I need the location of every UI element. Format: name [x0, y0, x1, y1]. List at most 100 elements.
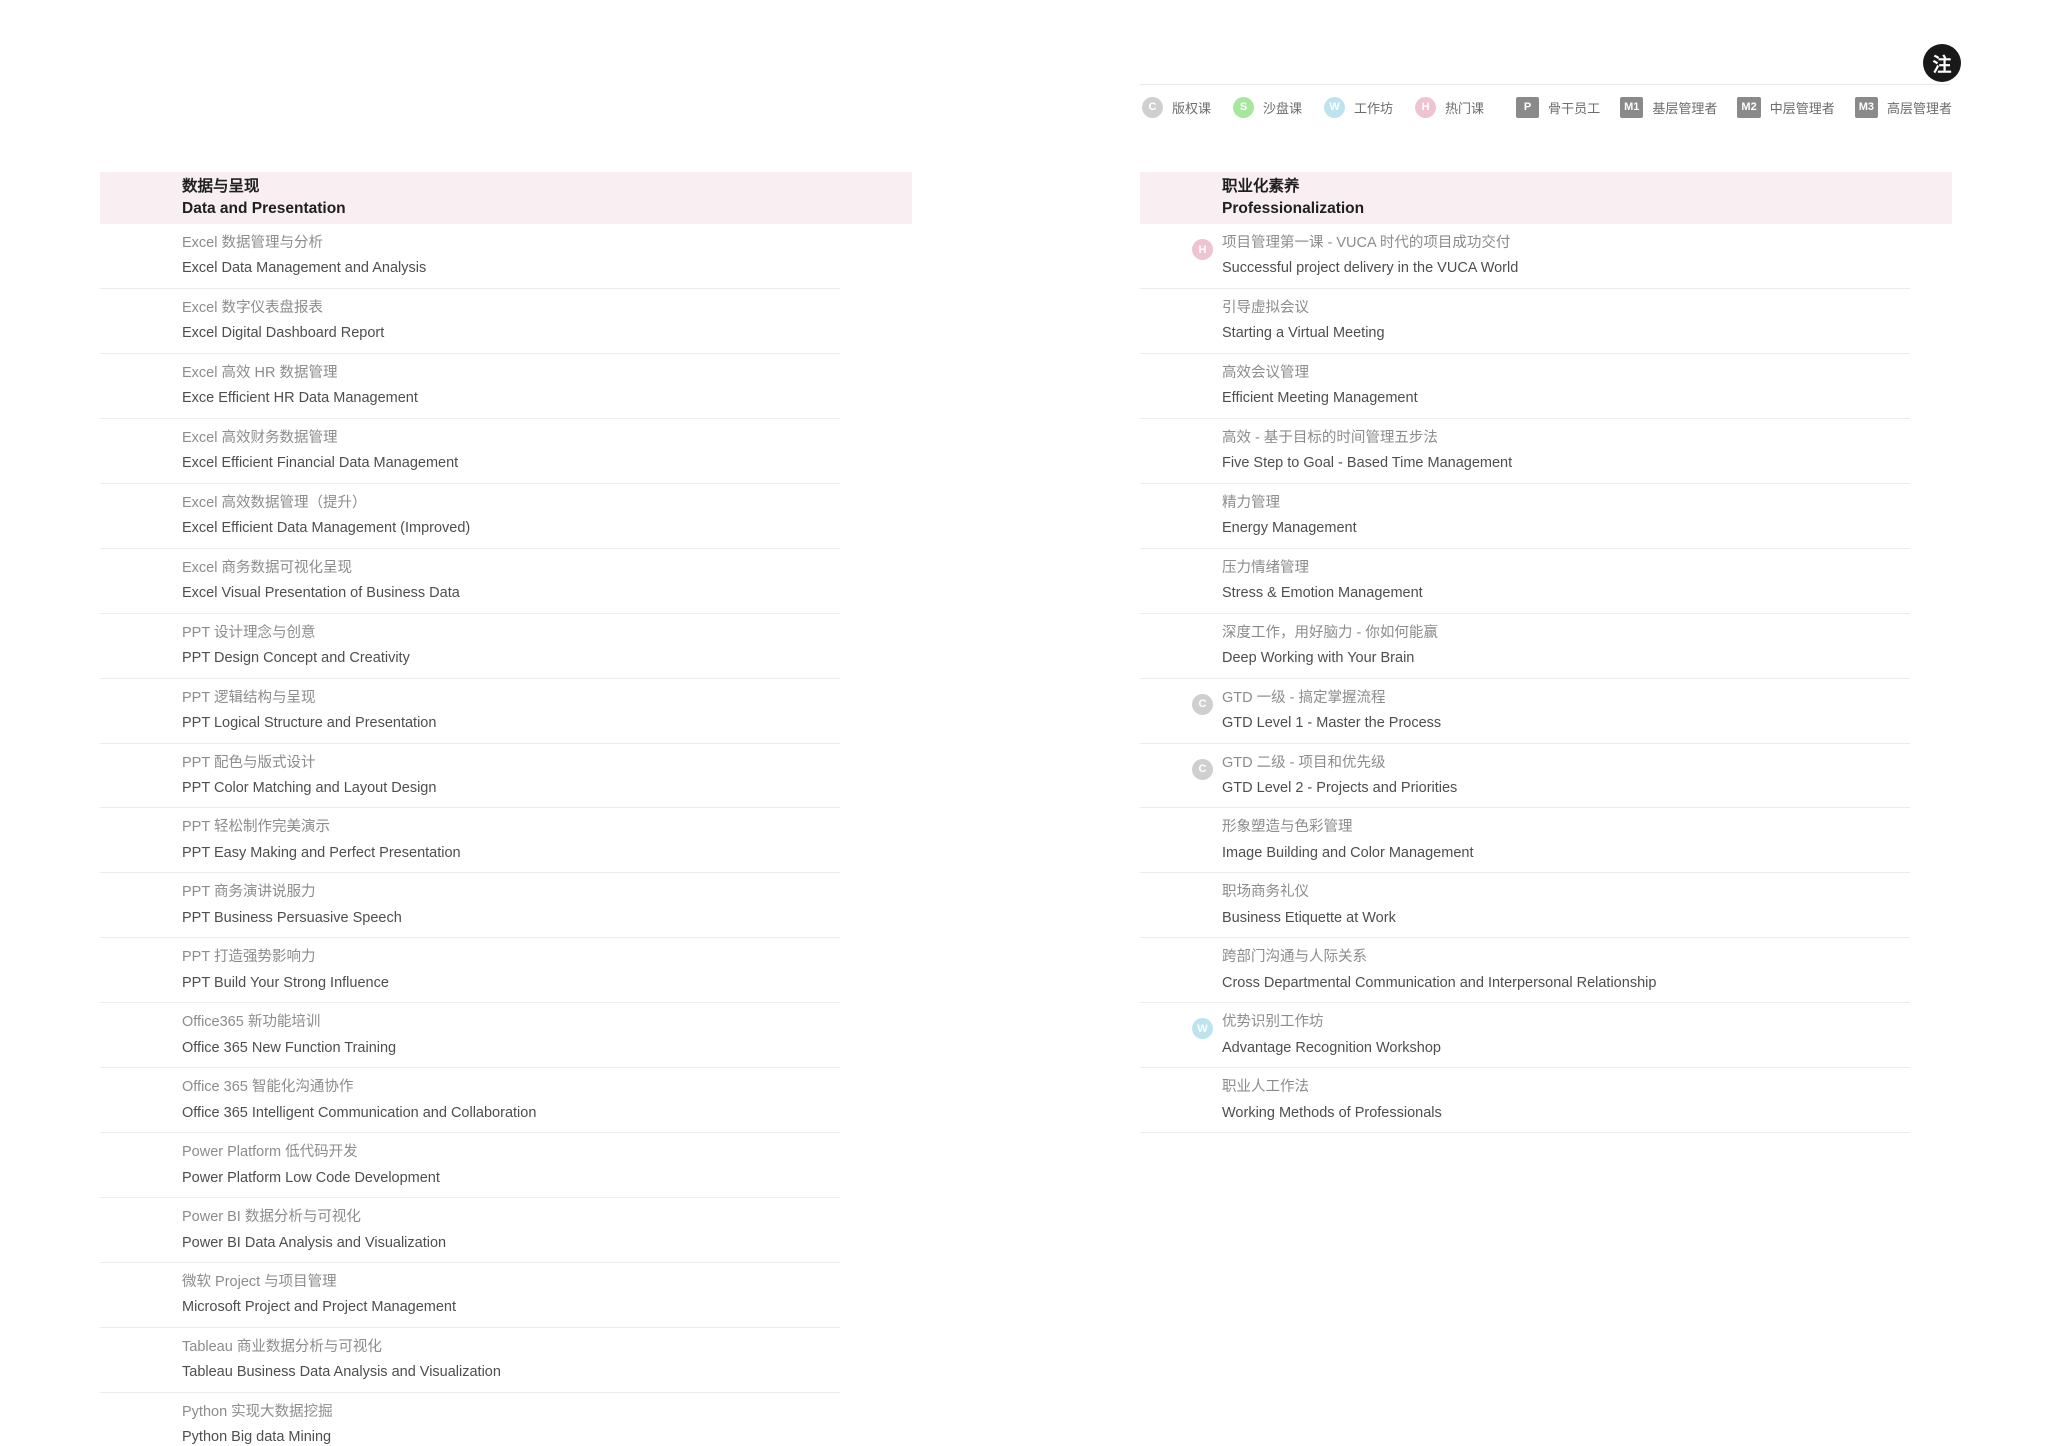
course-title-en: GTD Level 2 - Projects and Priorities [1222, 779, 1458, 796]
course-row[interactable]: Excel 数据管理与分析 Excel Data Management and A… [100, 224, 840, 289]
course-row[interactable]: PPT 商务演讲说服力 PPT Business Persuasive Speec… [100, 873, 840, 939]
course-row[interactable]: 职业人工作法 Working Methods of Professionals [1140, 1068, 1910, 1134]
course-title-cn: Excel 高效数据管理（提升） [182, 494, 367, 511]
course-row[interactable]: Office 365 智能化沟通协作 Office 365 Intelligent… [100, 1068, 840, 1134]
legend-item-label: 中层管理者 [1769, 100, 1835, 116]
course-badge-h-icon: H [1192, 239, 1213, 260]
course-title-cn: 形象塑造与色彩管理 [1222, 819, 1353, 836]
course-title-cn: GTD 二级 - 项目和优先级 [1222, 754, 1386, 771]
course-text: Excel 高效 HR 数据管理 Exce Efficient HR Data M… [100, 354, 418, 418]
course-title-cn: 引导虚拟会议 [1222, 299, 1309, 316]
course-badge-slot: W [1192, 1018, 1214, 1040]
course-title-en: Business Etiquette at Work [1222, 909, 1396, 926]
legend-item-label: 骨干员工 [1548, 100, 1601, 116]
course-row[interactable]: 压力情绪管理 Stress & Emotion Management [1140, 549, 1910, 614]
course-row[interactable]: 形象塑造与色彩管理 Image Building and Color Manage… [1140, 808, 1910, 874]
course-row[interactable]: Tableau 商业数据分析与可视化 Tableau Business Data … [100, 1328, 840, 1393]
course-row[interactable]: Excel 数字仪表盘报表 Excel Digital Dashboard Rep… [100, 289, 840, 354]
course-row[interactable]: 跨部门沟通与人际关系 Cross Departmental Communicati… [1140, 938, 1910, 1004]
course-badge-slot [152, 1408, 174, 1430]
course-row[interactable]: PPT 轻松制作完美演示 PPT Easy Making and Perfect … [100, 808, 840, 874]
course-title-cn: 压力情绪管理 [1222, 559, 1309, 576]
course-title-en: Deep Working with Your Brain [1222, 650, 1415, 667]
course-row[interactable]: 职场商务礼仪 Business Etiquette at Work [1140, 873, 1910, 939]
course-row[interactable]: 高效 - 基于目标的时间管理五步法 Five Step to Goal - Bas… [1140, 419, 1910, 484]
course-title-cn: PPT 设计理念与创意 [182, 624, 316, 641]
course-badge-slot [1192, 629, 1214, 651]
course-title-cn: 精力管理 [1222, 494, 1280, 511]
course-row[interactable]: Office365 新功能培训 Office 365 New Function T… [100, 1003, 840, 1069]
course-row[interactable]: Excel 高效财务数据管理 Excel Efficient Financial … [100, 419, 840, 484]
course-badge-slot: H [1192, 239, 1214, 261]
legend-item-h: H 热门课 [1415, 96, 1484, 118]
course-title-en: PPT Easy Making and Perfect Presentation [182, 844, 461, 861]
course-badge-slot [1192, 953, 1214, 975]
course-title-en: Five Step to Goal - Based Time Managemen… [1222, 455, 1513, 472]
course-title-cn: Excel 商务数据可视化呈现 [182, 559, 352, 576]
course-title-cn: Excel 高效财务数据管理 [182, 429, 338, 446]
legend-badge-s-icon: S [1233, 96, 1255, 118]
course-title-cn: 深度工作，用好脑力 - 你如何能赢 [1222, 624, 1438, 641]
course-title-cn: Power Platform 低代码开发 [182, 1144, 358, 1161]
course-row[interactable]: Excel 高效数据管理（提升） Excel Efficient Data Man… [100, 484, 840, 549]
course-text: Office365 新功能培训 Office 365 New Function T… [100, 1003, 396, 1067]
course-text: Excel 高效财务数据管理 Excel Efficient Financial … [100, 419, 458, 483]
course-badge-slot [152, 823, 174, 845]
course-row[interactable]: Python 实现大数据挖掘 Python Big data Mining [100, 1393, 840, 1446]
course-row[interactable]: C GTD 一级 - 搞定掌握流程 GTD Level 1 - Master the… [1140, 679, 1910, 744]
course-badge-slot [152, 1148, 174, 1170]
legend: C 版权课 S 沙盘课 W 工作坊 H 热门课 P 骨干员工 M1 基层管理者 M2 中层管理者 M3 高层… [1142, 92, 1952, 122]
column-professionalization: 职业化素养 Professionalization H 项目管理第一课 - VUC… [1140, 172, 1952, 1134]
course-title-en: Excel Data Management and Analysis [182, 260, 427, 277]
course-title-en: PPT Color Matching and Layout Design [182, 779, 437, 796]
course-title-cn: 高效 - 基于目标的时间管理五步法 [1222, 429, 1438, 446]
course-title-en: Microsoft Project and Project Management [182, 1299, 457, 1316]
course-badge-slot [152, 304, 174, 326]
course-title-cn: Excel 高效 HR 数据管理 [182, 364, 338, 381]
legend-item-label: 版权课 [1172, 100, 1212, 116]
course-badge-slot [152, 1213, 174, 1235]
course-title-en: Excel Digital Dashboard Report [182, 325, 385, 342]
course-title-en: Advantage Recognition Workshop [1222, 1039, 1441, 1056]
course-badge-slot [152, 1018, 174, 1040]
column-header: 职业化素养 Professionalization [1140, 172, 1952, 224]
note-badge[interactable]: 注 [1923, 44, 1961, 82]
course-title-en: Energy Management [1222, 520, 1357, 537]
course-row[interactable]: 微软 Project 与项目管理 Microsoft Project and Pr… [100, 1263, 840, 1328]
course-row[interactable]: Excel 高效 HR 数据管理 Exce Efficient HR Data M… [100, 354, 840, 419]
course-row[interactable]: H 项目管理第一课 - VUCA 时代的项目成功交付 Successful proj… [1140, 224, 1910, 289]
course-row[interactable]: 深度工作，用好脑力 - 你如何能赢 Deep Working with Your … [1140, 614, 1910, 679]
course-title-cn: Tableau 商业数据分析与可视化 [182, 1338, 382, 1355]
course-title-cn: PPT 商务演讲说服力 [182, 884, 316, 901]
course-text: Excel 数字仪表盘报表 Excel Digital Dashboard Rep… [100, 289, 384, 353]
course-title-en: PPT Build Your Strong Influence [182, 974, 389, 991]
course-badge-slot [1192, 304, 1214, 326]
course-row[interactable]: Power Platform 低代码开发 Power Platform Low C… [100, 1133, 840, 1199]
legend-item-w: W 工作坊 [1324, 96, 1393, 118]
course-row[interactable]: PPT 配色与版式设计 PPT Color Matching and Layout… [100, 744, 840, 809]
column-header-title-en: Professionalization [1222, 200, 1365, 217]
course-row[interactable]: PPT 设计理念与创意 PPT Design Concept and Creati… [100, 614, 840, 679]
course-row[interactable]: W 优势识别工作坊 Advantage Recognition Workshop [1140, 1003, 1910, 1069]
course-title-cn: Excel 数字仪表盘报表 [182, 299, 323, 316]
legend-item-label: 沙盘课 [1263, 100, 1303, 116]
course-row[interactable]: 引导虚拟会议 Starting a Virtual Meeting [1140, 289, 1910, 354]
legend-item-s: S 沙盘课 [1233, 96, 1303, 118]
course-row[interactable]: Power BI 数据分析与可视化 Power BI Data Analysis … [100, 1198, 840, 1263]
legend-badge-m2-icon: M2 [1737, 96, 1761, 118]
course-row[interactable]: C GTD 二级 - 项目和优先级 GTD Level 2 - Projects a… [1140, 744, 1910, 809]
course-row[interactable]: PPT 打造强势影响力 PPT Build Your Strong Influen… [100, 938, 840, 1004]
course-badge-slot [152, 888, 174, 910]
course-title-cn: Office 365 智能化沟通协作 [182, 1079, 354, 1096]
course-title-en: Working Methods of Professionals [1222, 1104, 1442, 1121]
course-row[interactable]: 高效会议管理 Efficient Meeting Management [1140, 354, 1910, 419]
course-title-cn: GTD 一级 - 搞定掌握流程 [1222, 689, 1386, 706]
course-badge-slot [152, 239, 174, 261]
course-title-en: Python Big data Mining [182, 1429, 332, 1446]
course-title-cn: 微软 Project 与项目管理 [182, 1274, 337, 1290]
course-row[interactable]: PPT 逻辑结构与呈现 PPT Logical Structure and Pre… [100, 679, 840, 744]
course-row[interactable]: 精力管理 Energy Management [1140, 484, 1910, 549]
course-badge-slot [152, 759, 174, 781]
course-row[interactable]: Excel 商务数据可视化呈现 Excel Visual Presentation… [100, 549, 840, 614]
